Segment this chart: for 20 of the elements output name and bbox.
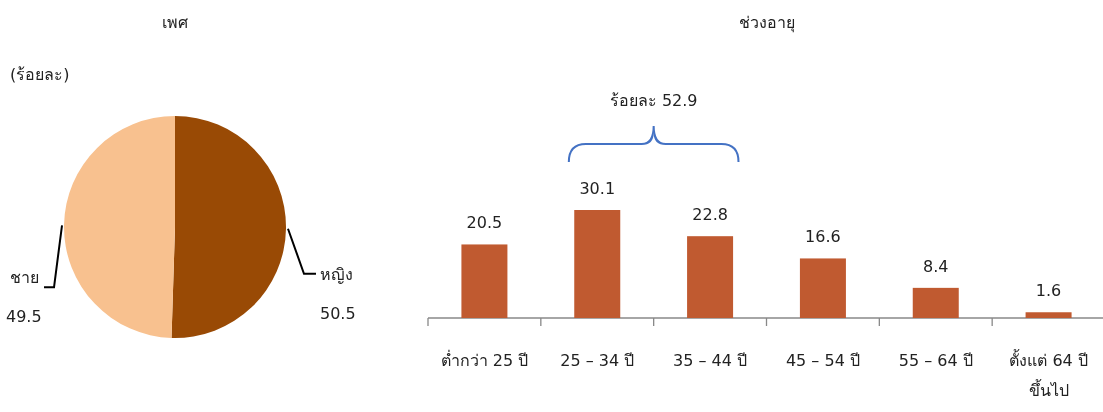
x-tick-label: ตั้งแต่ 64 ปี ขึ้นไป [1009,349,1088,400]
data-label: 49.5 [6,307,42,327]
data-label: 16.6 [805,227,841,247]
data-label: 50.5 [319,303,356,323]
data-label: 22.8 [692,205,728,225]
slice-label: หญิง [319,264,353,284]
data-label: 8.4 [923,256,949,276]
chart-title: เพศ [162,13,188,32]
text: ร้อยละ 52.9 [609,91,698,110]
chart-subtitle: (ร้อยละ) [10,65,70,84]
data-label: 20.5 [466,213,503,233]
x-tick-label: 45 – 54 ปี [785,351,860,370]
x-tick-label: 35 – 44 ปี [673,351,748,370]
x-tick-label: 25 – 34 ปี [560,351,635,370]
x-tick-label: 55 – 64 ปี [898,351,973,370]
chart-title: ช่วงอายุ [738,13,795,33]
data-label: 30.1 [579,179,616,198]
slice-label: ชาย [10,268,40,288]
data-label: 1.6 [1035,281,1062,301]
x-tick-label: ต่ำกว่า 25 ปี [440,349,529,370]
